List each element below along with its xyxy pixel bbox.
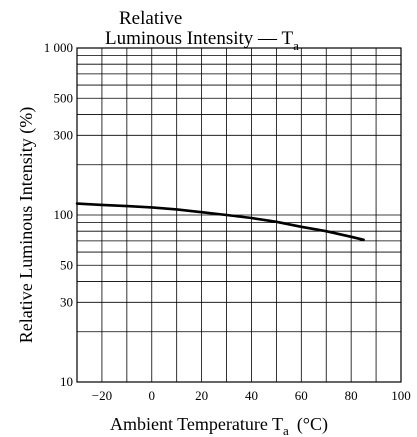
y-tick-label: 30 <box>60 294 73 309</box>
y-tick-label: 300 <box>54 127 74 142</box>
x-tick-label: 40 <box>245 388 258 403</box>
x-tick-label: −20 <box>92 388 112 403</box>
y-tick-label: 50 <box>60 257 73 272</box>
x-tick-label: 100 <box>391 388 411 403</box>
x-axis-label-main: Ambient Temperature T <box>110 414 283 434</box>
y-axis-label: Relative Luminous Intensity (%) <box>16 107 37 343</box>
chart-title-subscript: a <box>293 38 299 53</box>
chart-title-main: Luminous Intensity — T <box>105 28 293 49</box>
grid <box>77 48 401 382</box>
y-tick-label: 100 <box>54 207 74 222</box>
y-tick-label: 1 000 <box>44 40 73 55</box>
chart-title-line2: Luminous Intensity — Ta <box>105 28 299 53</box>
x-tick-labels: −20 0 20 40 60 80 100 <box>92 388 411 403</box>
x-axis-label-unit: (°C) <box>297 414 328 435</box>
x-tick-label: 80 <box>345 388 358 403</box>
chart-title-line1: Relative <box>119 8 182 29</box>
x-tick-label: 20 <box>195 388 208 403</box>
intensity-curve <box>75 202 365 242</box>
y-tick-label: 500 <box>54 90 74 105</box>
x-axis-label: Ambient Temperature Ta (°C) <box>110 414 328 437</box>
x-tick-label: 60 <box>295 388 308 403</box>
y-tick-labels: 1 000 500 300 100 50 30 10 <box>44 40 73 389</box>
plot-frame <box>76 47 402 383</box>
x-tick-label: 0 <box>149 388 156 403</box>
y-tick-label: 10 <box>60 374 73 389</box>
x-axis-label-subscript: a <box>283 423 289 437</box>
